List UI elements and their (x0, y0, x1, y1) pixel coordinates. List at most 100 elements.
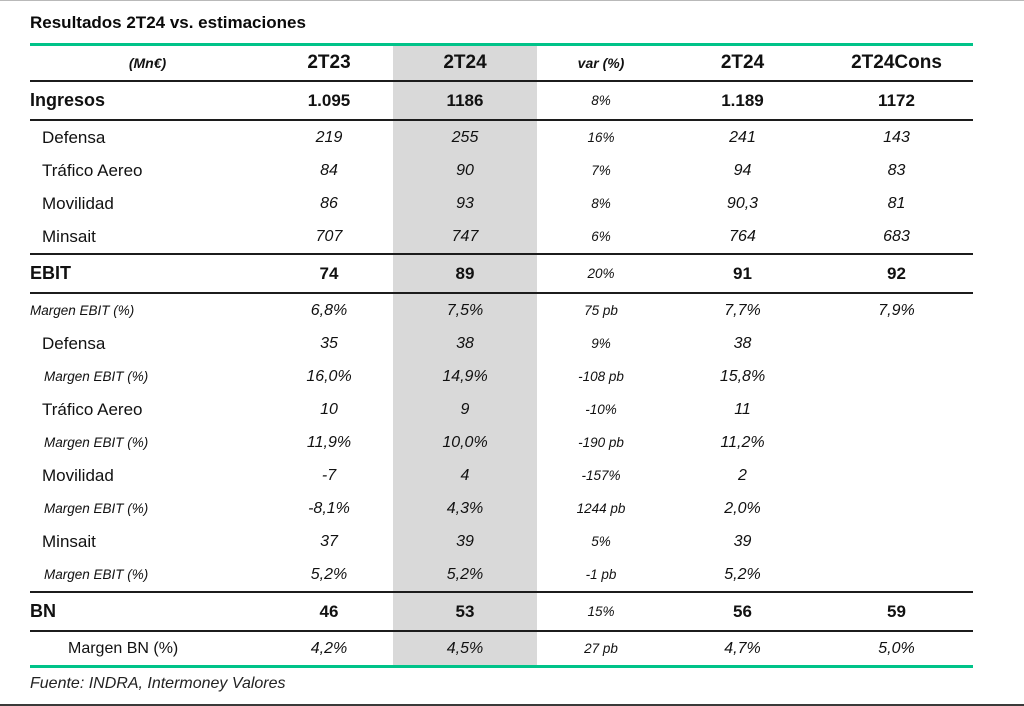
cell-value: 4,2% (265, 631, 393, 668)
cell-value: 94 (733, 161, 752, 179)
cell-value: 8% (591, 196, 611, 211)
cell-value: 2 (738, 466, 747, 484)
row-label: Ingresos (30, 81, 265, 121)
cell-value: 84 (320, 161, 338, 179)
cell-value: -1 pb (537, 558, 665, 593)
cell-value: 255 (393, 120, 537, 154)
cell-value (820, 525, 973, 558)
cell-value: 75 pb (584, 303, 618, 318)
table-row: Margen EBIT (%) 11,9% 10,0% -190 pb 11,2% (30, 426, 973, 459)
cell-value: -7 (321, 466, 337, 484)
cell-value: 38 (393, 327, 537, 360)
cell-value (820, 558, 973, 593)
cell-value: 5,0% (820, 631, 973, 668)
cell-value: -190 pb (578, 435, 624, 450)
table-header: (Mn€) 2T23 2T24 var (%) 2T24 2T24Cons (30, 44, 973, 82)
cell-value: 38 (733, 334, 752, 352)
cell-value: 86 (320, 194, 338, 212)
cell-value (820, 492, 973, 525)
cell-value: 35 (320, 334, 338, 352)
table-row: Minsait 707 747 6% 764 683 (30, 220, 973, 255)
cell-value: 74 (265, 254, 393, 294)
page-top-edge (0, 0, 1024, 1)
cell-value: -10% (585, 402, 617, 417)
cell-value: 1.095 (265, 81, 393, 121)
cell-value: 4,7% (665, 631, 820, 668)
row-label: Tráfico Aereo (42, 160, 143, 180)
cell-value: 20% (537, 254, 665, 294)
cell-value: 6,8% (310, 301, 348, 319)
row-label: BN (30, 592, 265, 632)
row-label: Margen EBIT (%) (44, 501, 149, 516)
cell-value: 10 (320, 400, 338, 418)
cell-value: 16% (587, 130, 615, 145)
cell-value: 9% (591, 336, 611, 351)
cell-value (820, 327, 973, 360)
table-row: Defensa 219 255 16% 241 143 (30, 120, 973, 154)
cell-value: 92 (820, 254, 973, 294)
row-label: Margen BN (%) (30, 631, 265, 668)
cell-value: 11,9% (306, 433, 352, 451)
cell-value: 15% (537, 592, 665, 632)
cell-value: 39 (393, 525, 537, 558)
cell-value: 59 (820, 592, 973, 632)
cell-value: 89 (393, 254, 537, 294)
cell-value: 143 (883, 128, 910, 146)
table-row: BN 46 53 15% 56 59 (30, 592, 973, 632)
cell-value: 91 (665, 254, 820, 294)
table-row: Margen EBIT (%) 6,8% 7,5% 75 pb 7,7% 7,9% (30, 293, 973, 327)
page-bottom-edge (0, 704, 1024, 706)
cell-value: 1.189 (665, 81, 820, 121)
table-row: Margen EBIT (%) -8,1% 4,3% 1244 pb 2,0% (30, 492, 973, 525)
cell-value (820, 393, 973, 426)
header-var-pct: var (%) (537, 44, 665, 82)
cell-value: 83 (887, 161, 906, 179)
cell-value: 7,5% (393, 293, 537, 327)
cell-value: 11,2% (720, 433, 765, 451)
table-row: Ingresos 1.095 1186 8% 1.189 1172 (30, 81, 973, 121)
row-label: Margen EBIT (%) (30, 558, 265, 593)
cell-value: 1186 (393, 81, 537, 121)
table-row: Tráfico Aereo 84 90 7% 94 83 (30, 154, 973, 187)
source-note: Fuente: INDRA, Intermoney Valores (30, 675, 286, 692)
cell-value: 56 (665, 592, 820, 632)
table-row: Margen EBIT (%) 16,0% 14,9% -108 pb 15,8% (30, 360, 973, 393)
cell-value: 219 (315, 128, 343, 146)
table-row: Tráfico Aereo 10 9 -10% 11 (30, 393, 973, 426)
row-label: Movilidad (42, 193, 114, 213)
cell-value: 5,2% (393, 558, 537, 593)
row-label: Minsait (42, 531, 96, 551)
table-row: Movilidad 86 93 8% 90,3 81 (30, 187, 973, 220)
cell-value: 4,3% (393, 492, 537, 525)
cell-value: 5,2% (665, 558, 820, 593)
row-label: Margen EBIT (%) (44, 369, 149, 384)
cell-value: 11 (734, 400, 751, 418)
cell-value: 16,0% (306, 367, 352, 385)
cell-value: 46 (265, 592, 393, 632)
cell-value (820, 426, 973, 459)
cell-value: 747 (393, 220, 537, 255)
cell-value: 241 (729, 128, 756, 146)
cell-value: 1244 pb (576, 501, 626, 516)
table-row: Movilidad -7 4 -157% 2 (30, 459, 973, 492)
cell-value: 683 (820, 220, 973, 255)
row-label: Minsait (30, 220, 265, 255)
header-row: (Mn€) 2T23 2T24 var (%) 2T24 2T24Cons (30, 44, 973, 82)
cell-value: 53 (393, 592, 537, 632)
cell-value: 5,2% (265, 558, 393, 593)
cell-value: 10,0% (393, 426, 537, 459)
cell-value: 39 (733, 532, 752, 550)
cell-value: 90,3 (726, 194, 759, 212)
cell-value: 7,7% (724, 301, 761, 319)
row-label: Margen EBIT (%) (30, 303, 135, 318)
cell-value: 5% (591, 534, 611, 549)
cell-value: 93 (393, 187, 537, 220)
table-body: Ingresos 1.095 1186 8% 1.189 1172 Defensa 219 25… (30, 81, 973, 668)
cell-value: 8% (537, 81, 665, 121)
row-label: Defensa (42, 127, 106, 147)
cell-value: 2,0% (724, 499, 761, 517)
cell-value: 7% (591, 163, 611, 178)
cell-value: 7,9% (878, 301, 915, 319)
cell-value: -108 pb (578, 369, 624, 384)
